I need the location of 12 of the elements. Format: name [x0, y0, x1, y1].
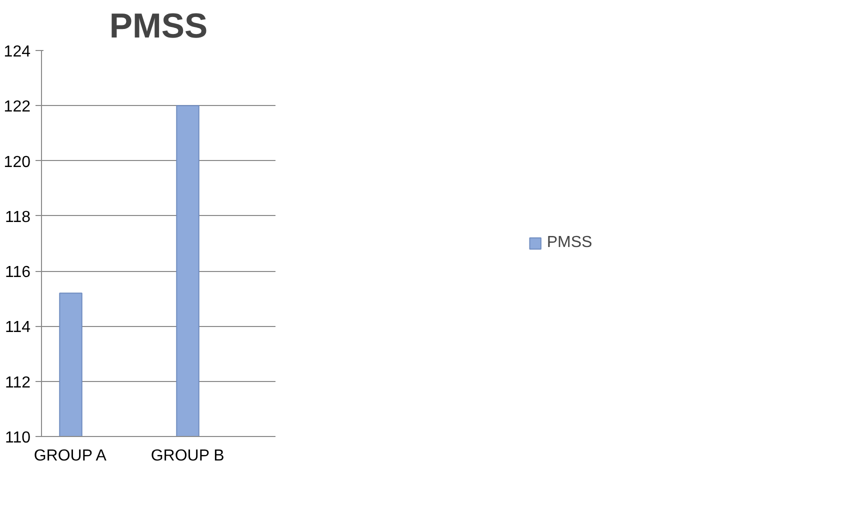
y-tick-label: 110	[4, 430, 31, 446]
y-tick-label: 124	[4, 44, 31, 60]
y-tick-label: 116	[4, 264, 31, 282]
y-tick-label: 120	[4, 154, 31, 171]
x-tick-label: GROUP A	[34, 448, 107, 464]
chart-title: PMSS	[109, 8, 208, 46]
y-tick-label: 114	[4, 319, 31, 336]
legend-label: PMSS	[546, 234, 592, 252]
y-tick-label: 112	[4, 374, 31, 392]
y-tick-label: 122	[4, 98, 31, 116]
x-tick-label: GROUP B	[150, 448, 224, 464]
y-tick-label: 118	[4, 208, 31, 226]
